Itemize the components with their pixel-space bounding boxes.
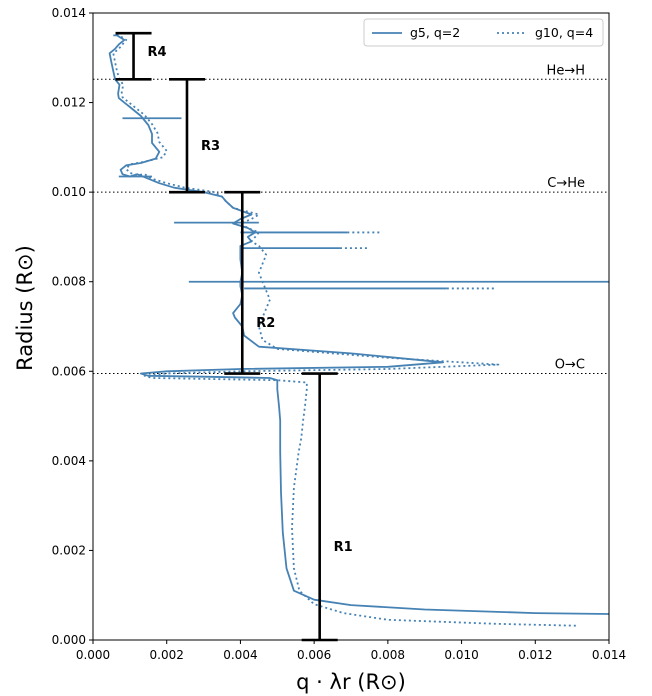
- series-line: [108, 34, 610, 615]
- transition-label: He→H: [547, 63, 585, 78]
- x-tick-label: 0.014: [592, 648, 626, 662]
- region-label: R3: [201, 139, 220, 154]
- transition-label: O→C: [555, 358, 585, 373]
- x-tick-label: 0.008: [371, 648, 405, 662]
- legend-box: [363, 18, 604, 47]
- transition-label: C→He: [547, 176, 585, 191]
- series-layer: [108, 34, 610, 627]
- y-tick-label: 0.010: [52, 185, 86, 199]
- x-tick-label: 0.002: [150, 648, 184, 662]
- legend: g5, q=2 g10, q=4: [363, 18, 604, 47]
- transition-lines: He→H C→He O→C: [93, 63, 609, 375]
- y-tick-label: 0.012: [52, 96, 86, 110]
- y-tick-label: 0.004: [52, 454, 86, 468]
- y-tick-label: 0.002: [52, 543, 86, 557]
- y-tick-label: 0.014: [52, 6, 86, 20]
- x-tick-label: 0.006: [297, 648, 331, 662]
- region-label: R2: [256, 316, 275, 331]
- y-tick-label: 0.000: [52, 633, 86, 647]
- y-tick-label: 0.008: [52, 275, 86, 289]
- axes: 0.000 0.002 0.004 0.006 0.008 0.010 0.012 0.014…: [52, 6, 627, 662]
- x-tick-label: 0.010: [444, 648, 478, 662]
- x-tick-label: 0.004: [223, 648, 257, 662]
- legend-solid-label: g5, q=2: [410, 25, 460, 40]
- axes-frame: [92, 12, 610, 641]
- region-bars: R1 R2 R3 R4: [115, 31, 353, 642]
- series-line: [112, 34, 576, 627]
- region-label: R4: [148, 45, 167, 60]
- x-axis-label: q · λr (R⊙): [296, 670, 406, 694]
- legend-dotted-label: g10, q=4: [535, 25, 593, 40]
- x-tick-label: 0.000: [76, 648, 110, 662]
- region-label: R1: [334, 540, 353, 555]
- y-axis-label: Radius (R⊙): [13, 245, 37, 371]
- y-tick-label: 0.006: [52, 364, 86, 378]
- x-tick-label: 0.012: [518, 648, 552, 662]
